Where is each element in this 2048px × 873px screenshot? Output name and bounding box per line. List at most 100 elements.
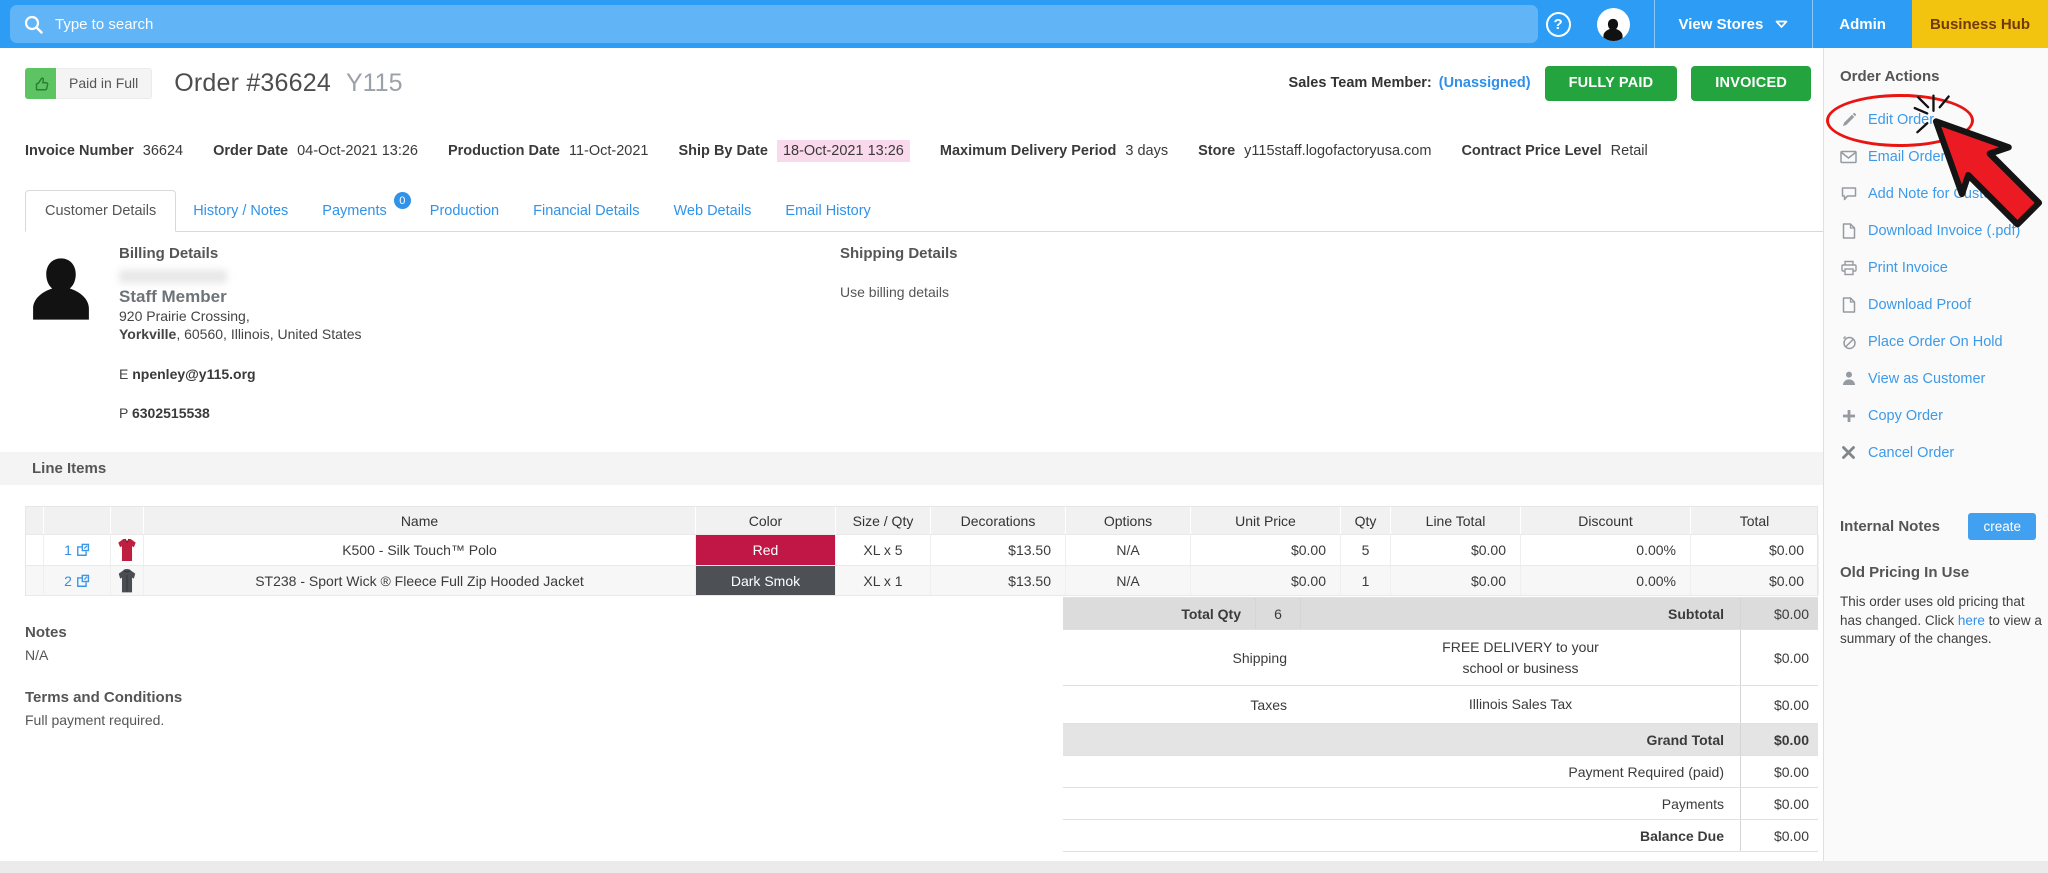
payments-label: Payments [1661, 795, 1724, 812]
col-name: Name [144, 507, 696, 534]
action-print-invoice[interactable]: Print Invoice [1840, 249, 2036, 286]
internal-notes-title: Internal Notes [1840, 518, 1941, 535]
notes-value: N/A [25, 647, 49, 663]
action-view-as-customer[interactable]: View as Customer [1840, 360, 2036, 397]
payment-required-row: Payment Required (paid) $0.00 [1063, 755, 1818, 787]
tab-web-details[interactable]: Web Details [673, 203, 752, 219]
payment-required-label: Payment Required (paid) [1568, 763, 1724, 780]
line-items-title: Line Items [32, 460, 107, 477]
order-actions-title: Order Actions [1840, 68, 1940, 85]
action-email-order[interactable]: Email Order [1840, 138, 2036, 175]
order-header: Paid in Full Order #36624 Y115 Sales Tea… [25, 61, 1811, 105]
sales-team-unassigned-link[interactable]: (Unassigned) [1438, 75, 1531, 91]
total-qty-label: Total Qty [1181, 605, 1241, 622]
tab-email-history[interactable]: Email History [785, 203, 871, 219]
grand-total-row: Grand Total $0.00 [1063, 723, 1818, 755]
tab-customer-details[interactable]: Customer Details [25, 190, 177, 232]
search-bar[interactable] [10, 5, 1538, 43]
tab-bar: Customer Details History / Notes Payment… [25, 187, 1823, 232]
line-item-link[interactable]: 2 [44, 566, 111, 595]
decorations-cell: $13.50 [931, 566, 1066, 595]
search-input[interactable] [55, 15, 1524, 33]
shipping-value: $0.00 [1740, 630, 1818, 685]
printer-icon [1840, 260, 1857, 276]
col-discount: Discount [1521, 507, 1691, 534]
billing-phone: P 6302515538 [119, 405, 210, 421]
fully-paid-button[interactable]: FULLY PAID [1544, 65, 1678, 101]
action-copy-order[interactable]: Copy Order [1840, 397, 2036, 434]
balance-due-row: Balance Due $0.00 [1063, 819, 1818, 851]
product-thumbnail-polo [111, 535, 144, 565]
taxes-label: Taxes [1250, 696, 1287, 713]
action-edit-order[interactable]: Edit Order [1840, 101, 2036, 138]
col-size-qty: Size / Qty [836, 507, 931, 534]
create-note-button[interactable]: create [1968, 513, 2036, 540]
external-link-icon [76, 574, 90, 587]
invoiced-button[interactable]: INVOICED [1691, 65, 1811, 101]
product-name: ST238 - Sport Wick ® Fleece Full Zip Hoo… [144, 566, 696, 595]
action-download-invoice[interactable]: Download Invoice (.pdf) [1840, 212, 2036, 249]
old-pricing-text: This order uses old pricing that has cha… [1840, 594, 2042, 647]
x-icon [1840, 446, 1857, 459]
order-totals: Total Qty 6 Subtotal $0.00 Shipping FREE… [1063, 597, 1818, 852]
thumbs-up-icon [25, 67, 56, 99]
billing-details-title: Billing Details [119, 245, 219, 262]
shipping-label: Shipping [1232, 649, 1288, 666]
action-add-note[interactable]: Add Note for Customer [1840, 175, 2036, 212]
size-qty-cell: XL x 5 [836, 535, 931, 565]
shipping-details-value: Use billing details [840, 284, 949, 300]
store-code: Y115 [345, 68, 403, 97]
payments-count-badge: 0 [393, 192, 411, 209]
line-item-link[interactable]: 1 [44, 535, 111, 565]
col-qty: Qty [1341, 507, 1391, 534]
action-cancel-order[interactable]: Cancel Order [1840, 434, 2036, 471]
action-download-proof[interactable]: Download Proof [1840, 286, 2036, 323]
shipping-description: FREE DELIVERY to your school or business [1442, 638, 1599, 676]
business-hub-label: Business Hub [1929, 15, 2030, 33]
meta-contract-price-level: Contract Price Level Retail [1461, 143, 1648, 159]
chevron-down-icon [1775, 20, 1788, 28]
terms-title: Terms and Conditions [25, 689, 183, 706]
options-cell: N/A [1066, 566, 1191, 595]
col-total: Total [1691, 507, 1819, 534]
plus-icon [1840, 409, 1857, 423]
envelope-icon [1840, 150, 1857, 164]
action-place-on-hold[interactable]: Place Order On Hold [1840, 323, 2036, 360]
discount-cell: 0.00% [1521, 535, 1691, 565]
tab-financial-details[interactable]: Financial Details [533, 203, 640, 219]
total-cell: $0.00 [1691, 566, 1819, 595]
avatar[interactable] [1596, 7, 1630, 41]
taxes-value: $0.00 [1740, 686, 1818, 723]
view-stores-menu[interactable]: View Stores [1655, 0, 1813, 48]
view-stores-label: View Stores [1678, 15, 1764, 33]
line-items-section-header: Line Items [0, 452, 1823, 485]
hold-clock-icon [1840, 334, 1857, 350]
external-link-icon [76, 543, 90, 556]
meta-max-delivery: Maximum Delivery Period 3 days [939, 143, 1169, 159]
size-qty-cell: XL x 1 [836, 566, 931, 595]
col-decorations: Decorations [931, 507, 1066, 534]
billing-email: E npenley@y115.org [119, 366, 256, 382]
business-hub-button[interactable]: Business Hub [1911, 0, 2048, 48]
tab-history-notes[interactable]: History / Notes [193, 203, 289, 219]
discount-cell: 0.00% [1521, 566, 1691, 595]
tab-payments[interactable]: Payments 0 [305, 191, 412, 231]
meta-production-date: Production Date 11-Oct-2021 [447, 143, 649, 159]
admin-link[interactable]: Admin [1813, 0, 1912, 48]
table-row: 1 K500 - Silk Touch™ Polo Red XL x 5 $13… [26, 534, 1819, 565]
product-thumbnail-jacket [111, 566, 144, 595]
qty-cell: 5 [1341, 535, 1391, 565]
payments-value: $0.00 [1740, 788, 1818, 819]
tab-production[interactable]: Production [429, 203, 500, 219]
col-options: Options [1066, 507, 1191, 534]
topbar-divider [1812, 0, 1814, 48]
old-pricing-here-link[interactable]: here [1957, 612, 1985, 628]
help-icon[interactable]: ? [1545, 11, 1571, 37]
notes-title: Notes [25, 624, 67, 641]
order-actions-sidebar: Order Actions Edit Order Email Order Add… [1823, 48, 2048, 861]
terms-value: Full payment required. [25, 712, 165, 728]
line-total-cell: $0.00 [1391, 566, 1521, 595]
grand-total-label: Grand Total [1646, 731, 1724, 748]
col-color: Color [696, 507, 836, 534]
